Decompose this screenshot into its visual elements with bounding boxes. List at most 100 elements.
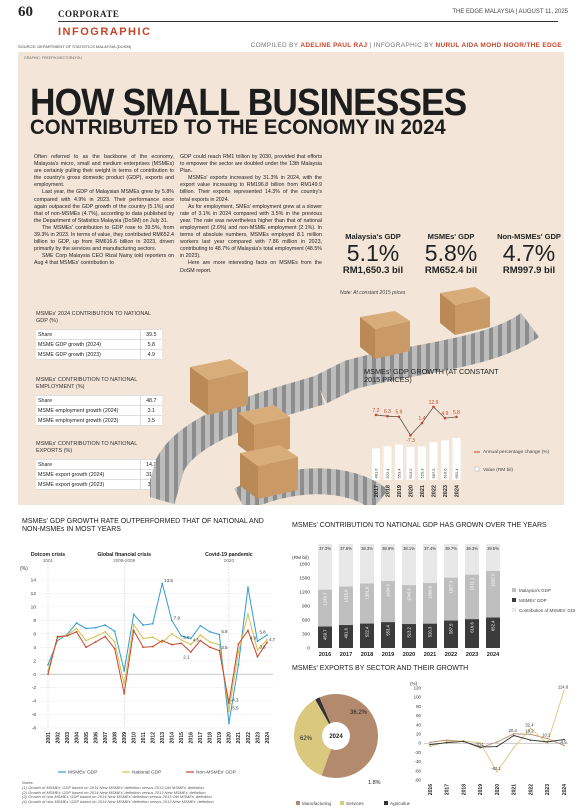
pie-center-label: 2024 — [329, 734, 343, 740]
gdp-box-msme: MSMEs' GDP 5.8% RM652.4 bil — [418, 232, 484, 276]
gdp-box-malaysia: Malaysia's GDP 5.1% RM1,650.3 bil — [336, 232, 410, 276]
legend-label: Non-MSMEs' GDP — [196, 770, 236, 776]
data-point — [208, 646, 211, 649]
data-label: 5.8 — [453, 410, 460, 416]
share-label: 37.3% — [319, 546, 331, 551]
bar-value-label: 616.6 — [470, 622, 475, 633]
share-label: 37.4% — [424, 546, 436, 551]
x-tick-label: 2012 — [151, 732, 157, 744]
bar-msme-gdp — [381, 622, 395, 648]
data-point — [563, 738, 565, 741]
bar-value-label: 513.2 — [408, 468, 413, 479]
table-row: MSME export growth (2024) 31.3 — [36, 469, 162, 480]
data-point — [113, 630, 116, 633]
conveyor-belt-top — [313, 312, 539, 404]
y-tick-label: 1200 — [299, 590, 310, 596]
x-tick-label: 2004 — [74, 732, 80, 744]
bar-value-label: 513.2 — [407, 626, 412, 637]
exports-pie-chart: 2024 62% 36.2% 1.8% Manufacturing Services Agr… — [294, 694, 410, 806]
box-icon — [190, 359, 248, 415]
data-label: 4.7 — [269, 637, 276, 642]
note-line: (2) Growth of MSMEs' GDP based on 2014 N… — [22, 789, 206, 795]
data-label: 3.5 — [221, 645, 228, 650]
table-row: Share 39.5 — [36, 329, 162, 340]
bar-value-label: 587.5 — [431, 468, 436, 479]
note-line: Notes: — [22, 780, 34, 785]
x-tick-label: 2023 — [443, 485, 449, 497]
data-point — [429, 745, 431, 748]
legend-label: Agriculture — [390, 801, 410, 806]
y-axis-label: (%) — [20, 566, 28, 572]
x-tick-label: 2018 — [461, 784, 467, 795]
y-tick-label: 0 — [33, 672, 36, 678]
data-point — [142, 624, 145, 626]
x-tick-label: 2016 — [189, 732, 195, 744]
data-point — [161, 641, 164, 644]
data-point — [443, 416, 447, 420]
pie-label: 62% — [300, 736, 313, 742]
y-tick-label: -4 — [32, 699, 37, 705]
data-label: 114.6 — [558, 684, 569, 689]
data-point — [546, 737, 549, 740]
data-label: 4.6 — [193, 638, 200, 643]
gdp-box-label: MSMEs' GDP — [427, 232, 475, 241]
y-tick-label: -2 — [32, 685, 37, 691]
data-point — [247, 586, 249, 589]
data-point — [132, 623, 135, 626]
data-label: -4.3 — [231, 698, 239, 703]
data-table: Share 39.5 MSME GDP growth (2024) 5.8 MSME… — [36, 329, 162, 360]
x-tick-label: 2019 — [382, 652, 394, 658]
data-point — [94, 635, 97, 638]
legend-swatch — [512, 588, 516, 592]
share-label: 39.3% — [466, 546, 478, 551]
bar-msme-gdp — [486, 617, 500, 648]
pie-slice — [294, 699, 336, 776]
y-tick-label: 100 — [414, 695, 422, 700]
data-point — [151, 645, 154, 648]
data-point — [445, 741, 448, 744]
table-cell: Share — [36, 459, 140, 470]
data-point — [445, 739, 448, 741]
bar-msme-gdp — [339, 625, 353, 648]
annotation-period: 2020 — [224, 558, 235, 563]
x-tick-label: 2007 — [103, 732, 109, 744]
data-point — [66, 634, 68, 637]
data-point — [189, 637, 192, 640]
x-tick-label: 2023 — [255, 732, 261, 744]
data-point — [512, 746, 515, 749]
y-tick-label: 4 — [33, 645, 36, 651]
table-cell: 4.9 — [139, 349, 162, 360]
data-point — [189, 651, 192, 653]
legend-swatch — [340, 801, 344, 805]
x-tick-label: 2003 — [65, 732, 71, 744]
data-point — [123, 692, 126, 695]
data-point — [455, 415, 458, 419]
annotation-label: Dotcom crisis — [31, 552, 65, 558]
gdp-box-amount: RM652.4 bil — [424, 265, 478, 276]
bar-value-label: 1249.7 — [323, 592, 328, 605]
x-tick-label: 2021 — [424, 652, 436, 658]
data-label: 4.9 — [442, 411, 449, 417]
x-tick-label: 2023 — [466, 652, 478, 658]
x-tick-label: 2017 — [340, 652, 352, 658]
x-tick-label: 2020 — [403, 652, 415, 658]
table-gdp-contribution: MSMEs' 2024 CONTRIBUTION TO NATIONAL GDP… — [36, 311, 162, 360]
legend-label: Value (RM bil) — [483, 467, 513, 473]
bar — [429, 442, 438, 480]
y-tick-label: 6 — [33, 631, 36, 637]
data-point — [104, 630, 107, 633]
x-tick-label: 2021 — [512, 784, 518, 795]
section-label: CORPORATE — [58, 9, 120, 19]
bar-value-label: 616.6 — [443, 468, 448, 479]
data-point — [142, 637, 145, 640]
series-line — [429, 690, 565, 773]
data-point — [247, 629, 249, 632]
data-point — [546, 741, 549, 743]
box-icon — [360, 311, 410, 359]
bar-value-label: 553.4 — [386, 625, 391, 636]
y-tick-label: 1500 — [299, 576, 310, 582]
data-label: 4.9 — [250, 636, 257, 641]
annotation-label: Global financial crisis — [97, 552, 151, 558]
x-tick-label: 2022 — [445, 652, 457, 658]
